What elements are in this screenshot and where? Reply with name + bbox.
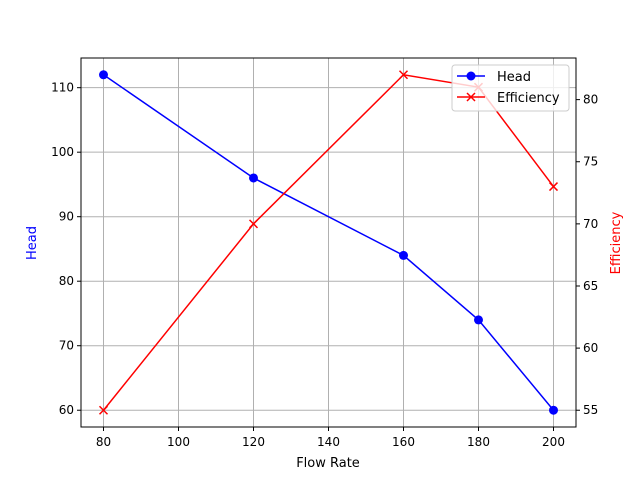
y2-tick-label: 80 [583,93,598,107]
y-axis-label: Head [25,226,40,260]
x-axis-label: Flow Rate [296,456,360,471]
y-tick-label: 90 [59,210,74,224]
head-marker [249,173,258,183]
y-tick-label: 70 [59,339,74,353]
y2-tick-label: 60 [583,341,598,355]
legend-efficiency-label: Efficiency [497,91,560,106]
head-marker [99,70,108,80]
efficiency-marker [248,219,259,229]
x-tick-label: 80 [96,435,111,449]
legend-head-marker-icon [466,71,476,81]
efficiency-marker [98,405,109,415]
y-tick-label: 110 [51,81,74,95]
y2-tick-label: 75 [583,155,598,169]
y2-axis-ticks: 55 60 65 70 75 80 [576,93,598,417]
head-marker [549,405,558,415]
grid-lines [81,58,576,427]
x-tick-label: 140 [317,435,340,449]
x-tick-label: 100 [167,435,190,449]
y2-tick-label: 70 [583,217,598,231]
y-tick-label: 100 [51,145,74,159]
y-tick-label: 80 [59,274,74,288]
efficiency-marker [398,70,409,80]
x-tick-label: 160 [392,435,415,449]
y2-tick-label: 65 [583,279,598,293]
head-marker [474,315,483,325]
x-tick-label: 180 [467,435,490,449]
x-tick-label: 200 [542,435,565,449]
x-axis-ticks: 80 100 120 140 160 180 200 [96,427,565,449]
legend-efficiency-marker-icon [466,92,476,102]
legend-head-label: Head [497,70,531,85]
x-tick-label: 120 [242,435,265,449]
series-layer [98,70,559,415]
head-marker [399,250,408,260]
y2-tick-label: 55 [583,403,598,417]
y-axis-ticks: 60 70 80 90 100 110 [51,81,81,417]
y-tick-label: 60 [59,403,74,417]
efficiency-marker [548,182,559,192]
y2-axis-label: Efficiency [609,211,624,274]
legend: Head Efficiency [451,64,570,112]
